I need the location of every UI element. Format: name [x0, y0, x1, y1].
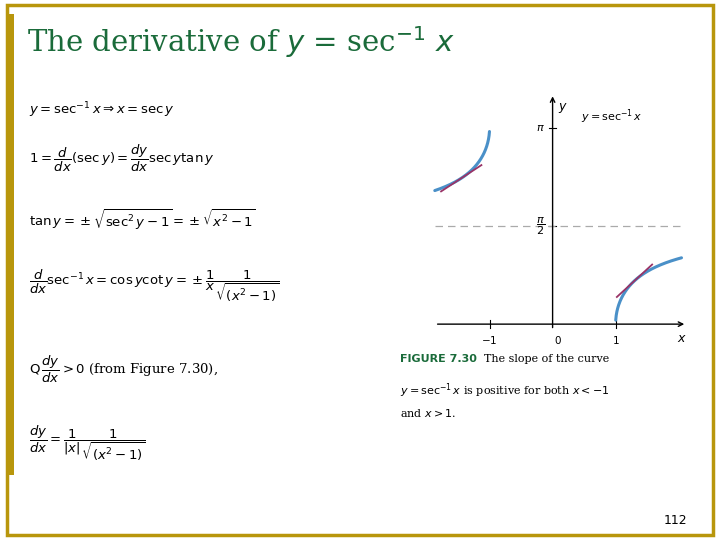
Text: $\mathrm{Q}\,\dfrac{dy}{dx} > 0$ (from Figure 7.30),: $\mathrm{Q}\,\dfrac{dy}{dx} > 0$ (from F… [29, 354, 217, 385]
Text: $\dfrac{d}{dx}\sec^{-1} x = \cos y\cot y = \pm\dfrac{1}{x}\dfrac{1}{\sqrt{(x^2-1: $\dfrac{d}{dx}\sec^{-1} x = \cos y\cot y… [29, 267, 279, 303]
Text: $1 = \dfrac{d}{dx}(\sec y) = \dfrac{dy}{dx}\sec y\tan y$: $1 = \dfrac{d}{dx}(\sec y) = \dfrac{dy}{… [29, 143, 215, 174]
Text: $y = \sec^{-1}x$: $y = \sec^{-1}x$ [581, 108, 642, 126]
Text: $y = \sec^{-1} x \Rightarrow x = \sec y$: $y = \sec^{-1} x \Rightarrow x = \sec y$ [29, 100, 174, 119]
Text: $1$: $1$ [612, 334, 619, 346]
Text: $x$: $x$ [677, 332, 686, 345]
Text: $-1$: $-1$ [482, 334, 498, 346]
Text: $0$: $0$ [554, 334, 562, 346]
Text: FIGURE 7.30: FIGURE 7.30 [400, 354, 477, 364]
Text: The slope of the curve: The slope of the curve [477, 354, 610, 364]
Text: $y$: $y$ [557, 100, 567, 114]
Text: $\pi$: $\pi$ [536, 123, 545, 133]
Text: $\dfrac{\pi}{2}$: $\dfrac{\pi}{2}$ [536, 215, 545, 237]
Text: The derivative of $y$ = sec$^{-1}$ $x$: The derivative of $y$ = sec$^{-1}$ $x$ [27, 24, 455, 60]
Text: 112: 112 [664, 514, 688, 526]
Text: and $x > 1$.: and $x > 1$. [400, 407, 456, 418]
Text: $\dfrac{dy}{dx} = \dfrac{1}{|x|}\dfrac{1}{\sqrt{(x^2-1)}}$: $\dfrac{dy}{dx} = \dfrac{1}{|x|}\dfrac{1… [29, 424, 145, 463]
Text: $y = \sec^{-1} x$ is positive for both $x < -1$: $y = \sec^{-1} x$ is positive for both $… [400, 382, 609, 400]
Text: $\tan y = \pm\sqrt{\sec^2 y - 1} = \pm\sqrt{x^2 - 1}$: $\tan y = \pm\sqrt{\sec^2 y - 1} = \pm\s… [29, 208, 256, 232]
